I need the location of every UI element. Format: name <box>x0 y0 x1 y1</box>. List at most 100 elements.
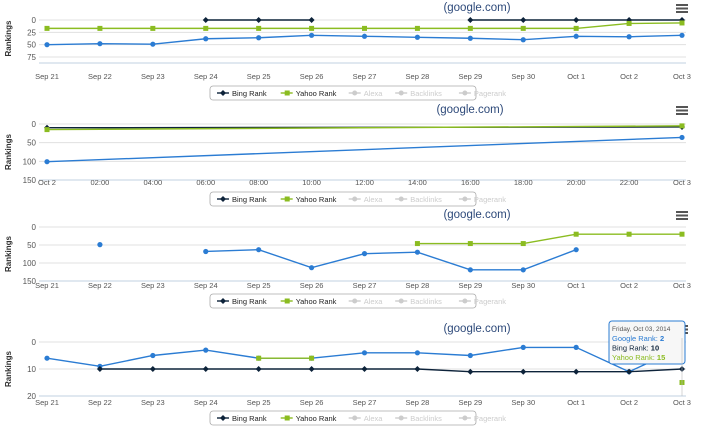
data-point[interactable] <box>256 247 262 253</box>
data-point[interactable] <box>256 35 262 41</box>
data-point[interactable] <box>308 32 315 38</box>
data-point[interactable] <box>467 368 474 375</box>
data-point[interactable] <box>467 17 474 23</box>
legend-item-alexa[interactable]: Alexa <box>348 297 384 306</box>
legend-item-pagerank[interactable]: Pagerank <box>458 195 506 204</box>
legend-item-yahoo-rank[interactable]: Yahoo Rank <box>280 89 337 98</box>
legend-item-bing-rank[interactable]: Bing Rank <box>217 297 267 306</box>
data-point[interactable] <box>467 267 473 273</box>
legend-item-backlinks[interactable]: Backlinks <box>395 297 442 306</box>
legend-item-alexa[interactable]: Alexa <box>348 414 384 423</box>
x-tick-label: Oct 1 <box>567 72 585 81</box>
data-point[interactable] <box>626 231 632 237</box>
data-point[interactable] <box>97 41 103 47</box>
data-point[interactable] <box>96 366 103 372</box>
data-point[interactable] <box>573 231 579 237</box>
hamburger-menu-icon[interactable] <box>676 4 688 13</box>
data-point[interactable] <box>520 37 526 43</box>
data-point[interactable] <box>308 366 315 372</box>
legend-box <box>209 293 477 309</box>
tooltip-line-separator: : <box>647 344 651 353</box>
data-point[interactable] <box>679 231 685 237</box>
data-point[interactable] <box>202 366 209 372</box>
data-point[interactable] <box>255 366 262 372</box>
legend-item-pagerank[interactable]: Pagerank <box>458 89 506 98</box>
legend-item-pagerank[interactable]: Pagerank <box>458 297 506 306</box>
legend-item-yahoo-rank[interactable]: Yahoo Rank <box>280 297 337 306</box>
data-point[interactable] <box>679 32 685 38</box>
data-point[interactable] <box>414 25 420 31</box>
data-point[interactable] <box>44 159 50 165</box>
data-point[interactable] <box>309 355 315 361</box>
data-point[interactable] <box>520 241 526 247</box>
legend-item-bing-rank[interactable]: Bing Rank <box>217 414 267 423</box>
data-point[interactable] <box>44 127 50 133</box>
data-point[interactable] <box>44 42 50 48</box>
data-point[interactable] <box>308 265 315 271</box>
hamburger-menu-icon[interactable] <box>676 106 688 115</box>
data-point[interactable] <box>203 36 209 42</box>
data-point[interactable] <box>361 366 368 372</box>
series-yahoo-rank <box>44 20 685 31</box>
data-point[interactable] <box>361 350 368 356</box>
data-point[interactable] <box>573 368 580 375</box>
data-point[interactable] <box>150 25 156 31</box>
data-point[interactable] <box>414 34 421 40</box>
data-point[interactable] <box>467 35 473 41</box>
data-point[interactable] <box>626 34 632 40</box>
data-point[interactable] <box>414 249 421 255</box>
data-point[interactable] <box>308 17 315 23</box>
data-point[interactable] <box>255 17 262 23</box>
data-point[interactable] <box>203 347 209 353</box>
data-point[interactable] <box>520 267 526 273</box>
data-point[interactable] <box>309 25 315 31</box>
legend-item-yahoo-rank[interactable]: Yahoo Rank <box>280 195 337 204</box>
data-point[interactable] <box>573 247 579 253</box>
data-point[interactable] <box>467 241 473 247</box>
data-point[interactable] <box>414 350 421 356</box>
data-point[interactable] <box>679 134 685 141</box>
data-point[interactable] <box>520 368 527 375</box>
data-point[interactable] <box>203 248 209 255</box>
legend-item-bing-rank[interactable]: Bing Rank <box>217 195 267 204</box>
data-point[interactable] <box>44 25 50 31</box>
data-point[interactable] <box>150 41 156 47</box>
data-point[interactable] <box>626 368 633 375</box>
data-point[interactable] <box>679 20 685 26</box>
data-point[interactable] <box>520 344 526 350</box>
data-point[interactable] <box>97 242 103 248</box>
legend-item-pagerank[interactable]: Pagerank <box>458 414 506 423</box>
data-point[interactable] <box>361 33 368 39</box>
data-point[interactable] <box>414 366 421 372</box>
legend-item-backlinks[interactable]: Backlinks <box>395 89 442 98</box>
data-point[interactable] <box>573 17 580 23</box>
data-point[interactable] <box>414 241 420 247</box>
data-point[interactable] <box>362 25 367 31</box>
data-point[interactable] <box>44 355 50 361</box>
data-point[interactable] <box>467 25 473 31</box>
legend-item-alexa[interactable]: Alexa <box>348 195 384 204</box>
chart-panel-3: (google.com) Rankings 0 50 100 150 Sep 21 Sep 2… <box>4 209 691 309</box>
data-point[interactable] <box>150 352 156 359</box>
data-point[interactable] <box>203 25 209 31</box>
data-point[interactable] <box>149 366 156 372</box>
data-point[interactable] <box>573 33 579 39</box>
data-point[interactable] <box>256 25 262 31</box>
data-point[interactable] <box>520 25 526 31</box>
data-point[interactable] <box>520 17 527 23</box>
data-point[interactable] <box>361 251 368 257</box>
legend-item-bing-rank[interactable]: Bing Rank <box>217 89 267 98</box>
data-point[interactable] <box>467 352 473 359</box>
legend-item-alexa[interactable]: Alexa <box>348 89 384 98</box>
data-point[interactable] <box>573 25 579 31</box>
data-point[interactable] <box>626 20 632 26</box>
data-point[interactable] <box>573 344 579 350</box>
legend-item-backlinks[interactable]: Backlinks <box>395 195 442 204</box>
data-point[interactable] <box>256 355 262 361</box>
data-point[interactable] <box>202 17 209 23</box>
legend-item-yahoo-rank[interactable]: Yahoo Rank <box>280 414 337 423</box>
hamburger-menu-icon[interactable] <box>676 211 688 220</box>
data-point[interactable] <box>97 25 103 31</box>
data-point[interactable] <box>679 123 685 129</box>
legend-item-backlinks[interactable]: Backlinks <box>395 414 442 423</box>
